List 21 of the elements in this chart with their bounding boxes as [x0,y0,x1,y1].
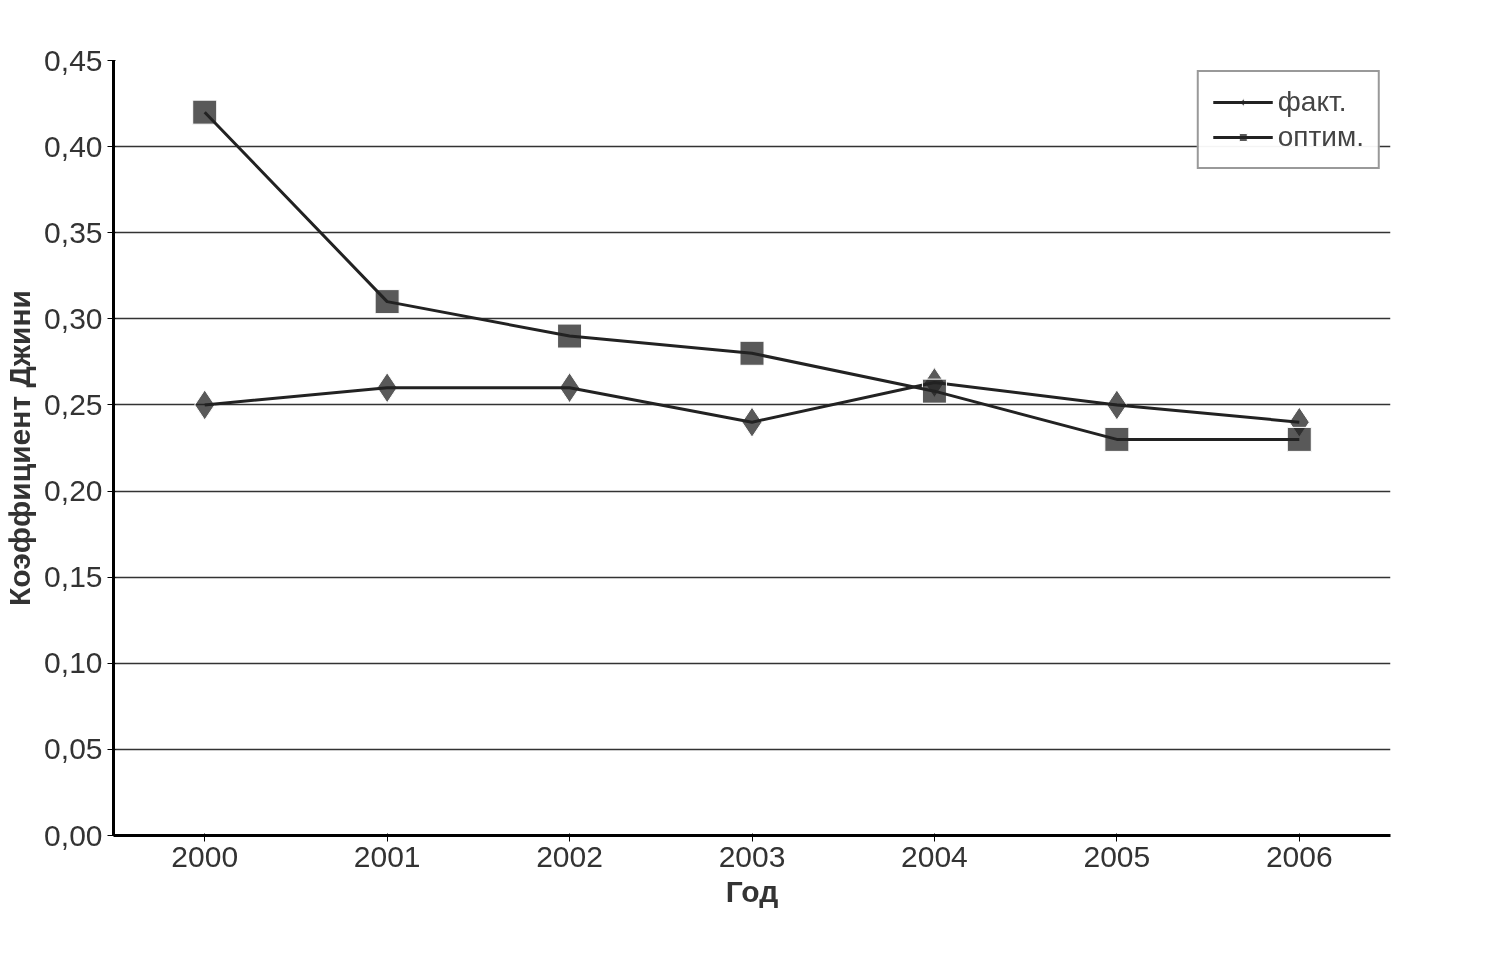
y-axis-title: Коэффициент Джини [3,289,37,607]
y-tick-label: 0,10 [44,646,103,680]
x-tick-label: 2000 [171,839,239,873]
x-tick-label: 2004 [901,839,968,873]
y-tick-label: 0,20 [44,474,103,508]
y-tick-label: 0,15 [44,560,103,594]
y-tick-label: 0,40 [44,129,103,163]
legend-label: оптим. [1277,121,1364,153]
legend-label: факт. [1277,86,1347,118]
x-tick-label: 2003 [718,839,786,873]
x-tick-label: 2001 [353,839,421,873]
x-axis-title: Год [725,874,779,908]
y-tick-label: 0,35 [44,215,103,249]
y-tick-label: 0,00 [44,818,103,852]
y-tick-label: 0,30 [44,301,103,335]
x-tick-label: 2002 [536,839,603,873]
x-tick-label: 2005 [1083,839,1151,873]
y-tick-label: 0,25 [44,387,103,421]
x-tick-label: 2006 [1265,839,1333,873]
y-tick-label: 0,45 [44,43,103,77]
y-tick-label: 0,05 [44,732,103,766]
